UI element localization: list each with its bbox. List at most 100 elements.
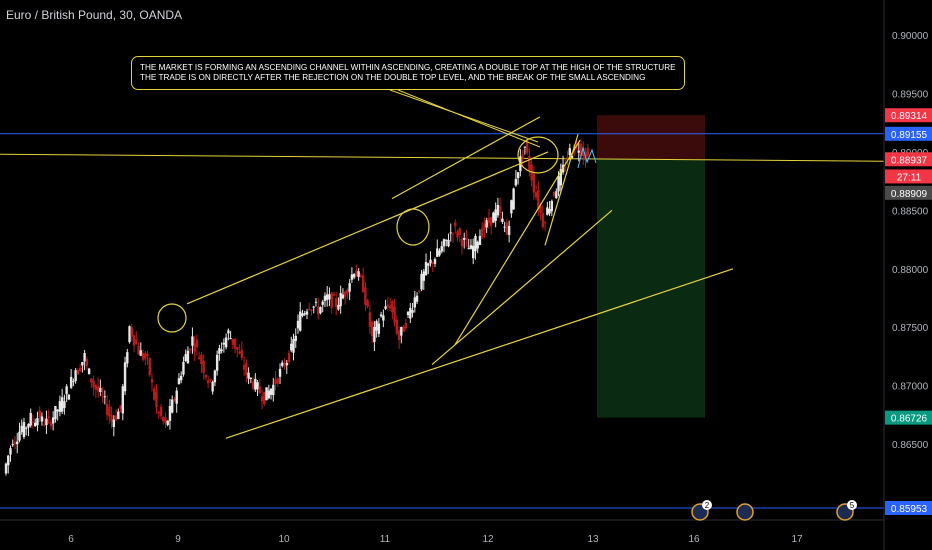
- candle-body: [137, 346, 140, 355]
- trendline[interactable]: [431, 209, 613, 366]
- candle-body: [391, 300, 394, 313]
- high-circle[interactable]: [396, 208, 430, 246]
- candle-body: [400, 326, 403, 336]
- candle-body: [537, 190, 540, 209]
- candle-body: [301, 313, 304, 316]
- horizontal-levels[interactable]: [0, 133, 885, 509]
- candle-body: [557, 176, 560, 192]
- chart-title: Euro / British Pound, 30, OANDA: [6, 8, 183, 22]
- time-axis[interactable]: 6 9 10 11 12 13 16 17: [0, 519, 884, 545]
- candle-body: [218, 348, 221, 354]
- candle-body: [525, 140, 529, 153]
- price-badge-label: 27:11: [897, 172, 922, 183]
- candle-body: [220, 349, 223, 352]
- candle-body: [193, 343, 196, 352]
- candle-body: [552, 192, 556, 196]
- candle-body: [171, 399, 174, 413]
- candle-body: [346, 289, 349, 294]
- candle-body: [65, 386, 68, 395]
- candle-body: [114, 415, 118, 420]
- candle-body: [69, 376, 73, 388]
- candle-body: [321, 301, 324, 305]
- candle-body: [51, 417, 55, 424]
- annotation-line-1: THE MARKET IS FORMING AN ASCENDING CHANN…: [140, 63, 676, 72]
- candle-body: [458, 228, 461, 236]
- candle-body: [215, 354, 219, 371]
- price-tick-label: 0.87000: [892, 382, 929, 393]
- candle-body: [229, 338, 232, 340]
- trendline[interactable]: [544, 134, 579, 246]
- stop-loss-zone[interactable]: [597, 115, 705, 160]
- candle-body: [368, 312, 372, 327]
- candle-body: [278, 368, 282, 377]
- candle-body: [411, 310, 414, 313]
- price-badge: [885, 152, 932, 167]
- candle-body: [27, 423, 30, 428]
- candle-body: [139, 350, 142, 356]
- candle-body: [7, 455, 10, 466]
- candle-body: [135, 339, 138, 344]
- candle-body: [72, 381, 75, 383]
- candle-body: [489, 217, 493, 226]
- candle-body: [211, 381, 214, 392]
- candle-body: [157, 412, 160, 414]
- take-profit-zone[interactable]: [597, 159, 705, 418]
- candle-body: [456, 231, 459, 238]
- candle-body: [328, 294, 331, 300]
- candle-body: [406, 311, 410, 316]
- trendline[interactable]: [391, 116, 541, 200]
- candle-body: [521, 154, 524, 159]
- price-badge-label: 0.88909: [891, 189, 928, 200]
- candle-body: [195, 339, 199, 348]
- trendline[interactable]: [225, 268, 734, 439]
- candle-body: [285, 362, 288, 366]
- candle-body: [31, 421, 35, 423]
- candle-body: [112, 419, 116, 427]
- candle-body: [240, 349, 244, 359]
- candle-body: [498, 206, 502, 213]
- candle-body: [312, 306, 315, 308]
- candle-body: [507, 225, 511, 235]
- candle-body: [566, 157, 569, 161]
- candle-body: [258, 386, 262, 393]
- economic-event-icon[interactable]: [736, 503, 754, 521]
- candle-body: [463, 237, 466, 240]
- trade-zones[interactable]: [597, 115, 705, 418]
- candle-body: [438, 250, 441, 256]
- annotation-callout[interactable]: THE MARKET IS FORMING AN ASCENDING CHANN…: [131, 56, 685, 90]
- price-badge-label: 0.86726: [891, 414, 928, 425]
- candle-body: [352, 274, 356, 278]
- candle-body: [564, 167, 567, 169]
- candle-body: [357, 271, 360, 277]
- trendline-drawings[interactable]: [157, 89, 734, 439]
- candle-body: [501, 218, 504, 222]
- candle-body: [144, 353, 147, 360]
- candle-body: [96, 386, 100, 392]
- candle-body: [296, 320, 300, 329]
- candle-body: [148, 358, 151, 376]
- high-circle[interactable]: [517, 136, 559, 174]
- candle-body: [162, 416, 165, 422]
- candle-body: [103, 396, 107, 398]
- candle-body: [494, 209, 497, 221]
- candle-body: [339, 293, 342, 307]
- time-tick-label: 12: [482, 534, 494, 545]
- candle-body: [467, 248, 470, 250]
- candle-body: [58, 401, 62, 412]
- candle-body: [227, 330, 230, 334]
- projection-path[interactable]: [577, 146, 597, 169]
- candle-body: [9, 448, 12, 455]
- candle-body: [445, 239, 448, 241]
- candle-body: [267, 390, 270, 399]
- high-circle[interactable]: [157, 303, 187, 333]
- trendline[interactable]: [186, 151, 549, 305]
- double-top-level-line[interactable]: [0, 153, 885, 162]
- candle-body: [579, 143, 583, 156]
- candle-body: [42, 424, 46, 426]
- candle-body: [478, 235, 482, 245]
- time-tick-label: 6: [68, 534, 74, 545]
- trendline[interactable]: [454, 139, 581, 346]
- candle-body: [341, 294, 345, 299]
